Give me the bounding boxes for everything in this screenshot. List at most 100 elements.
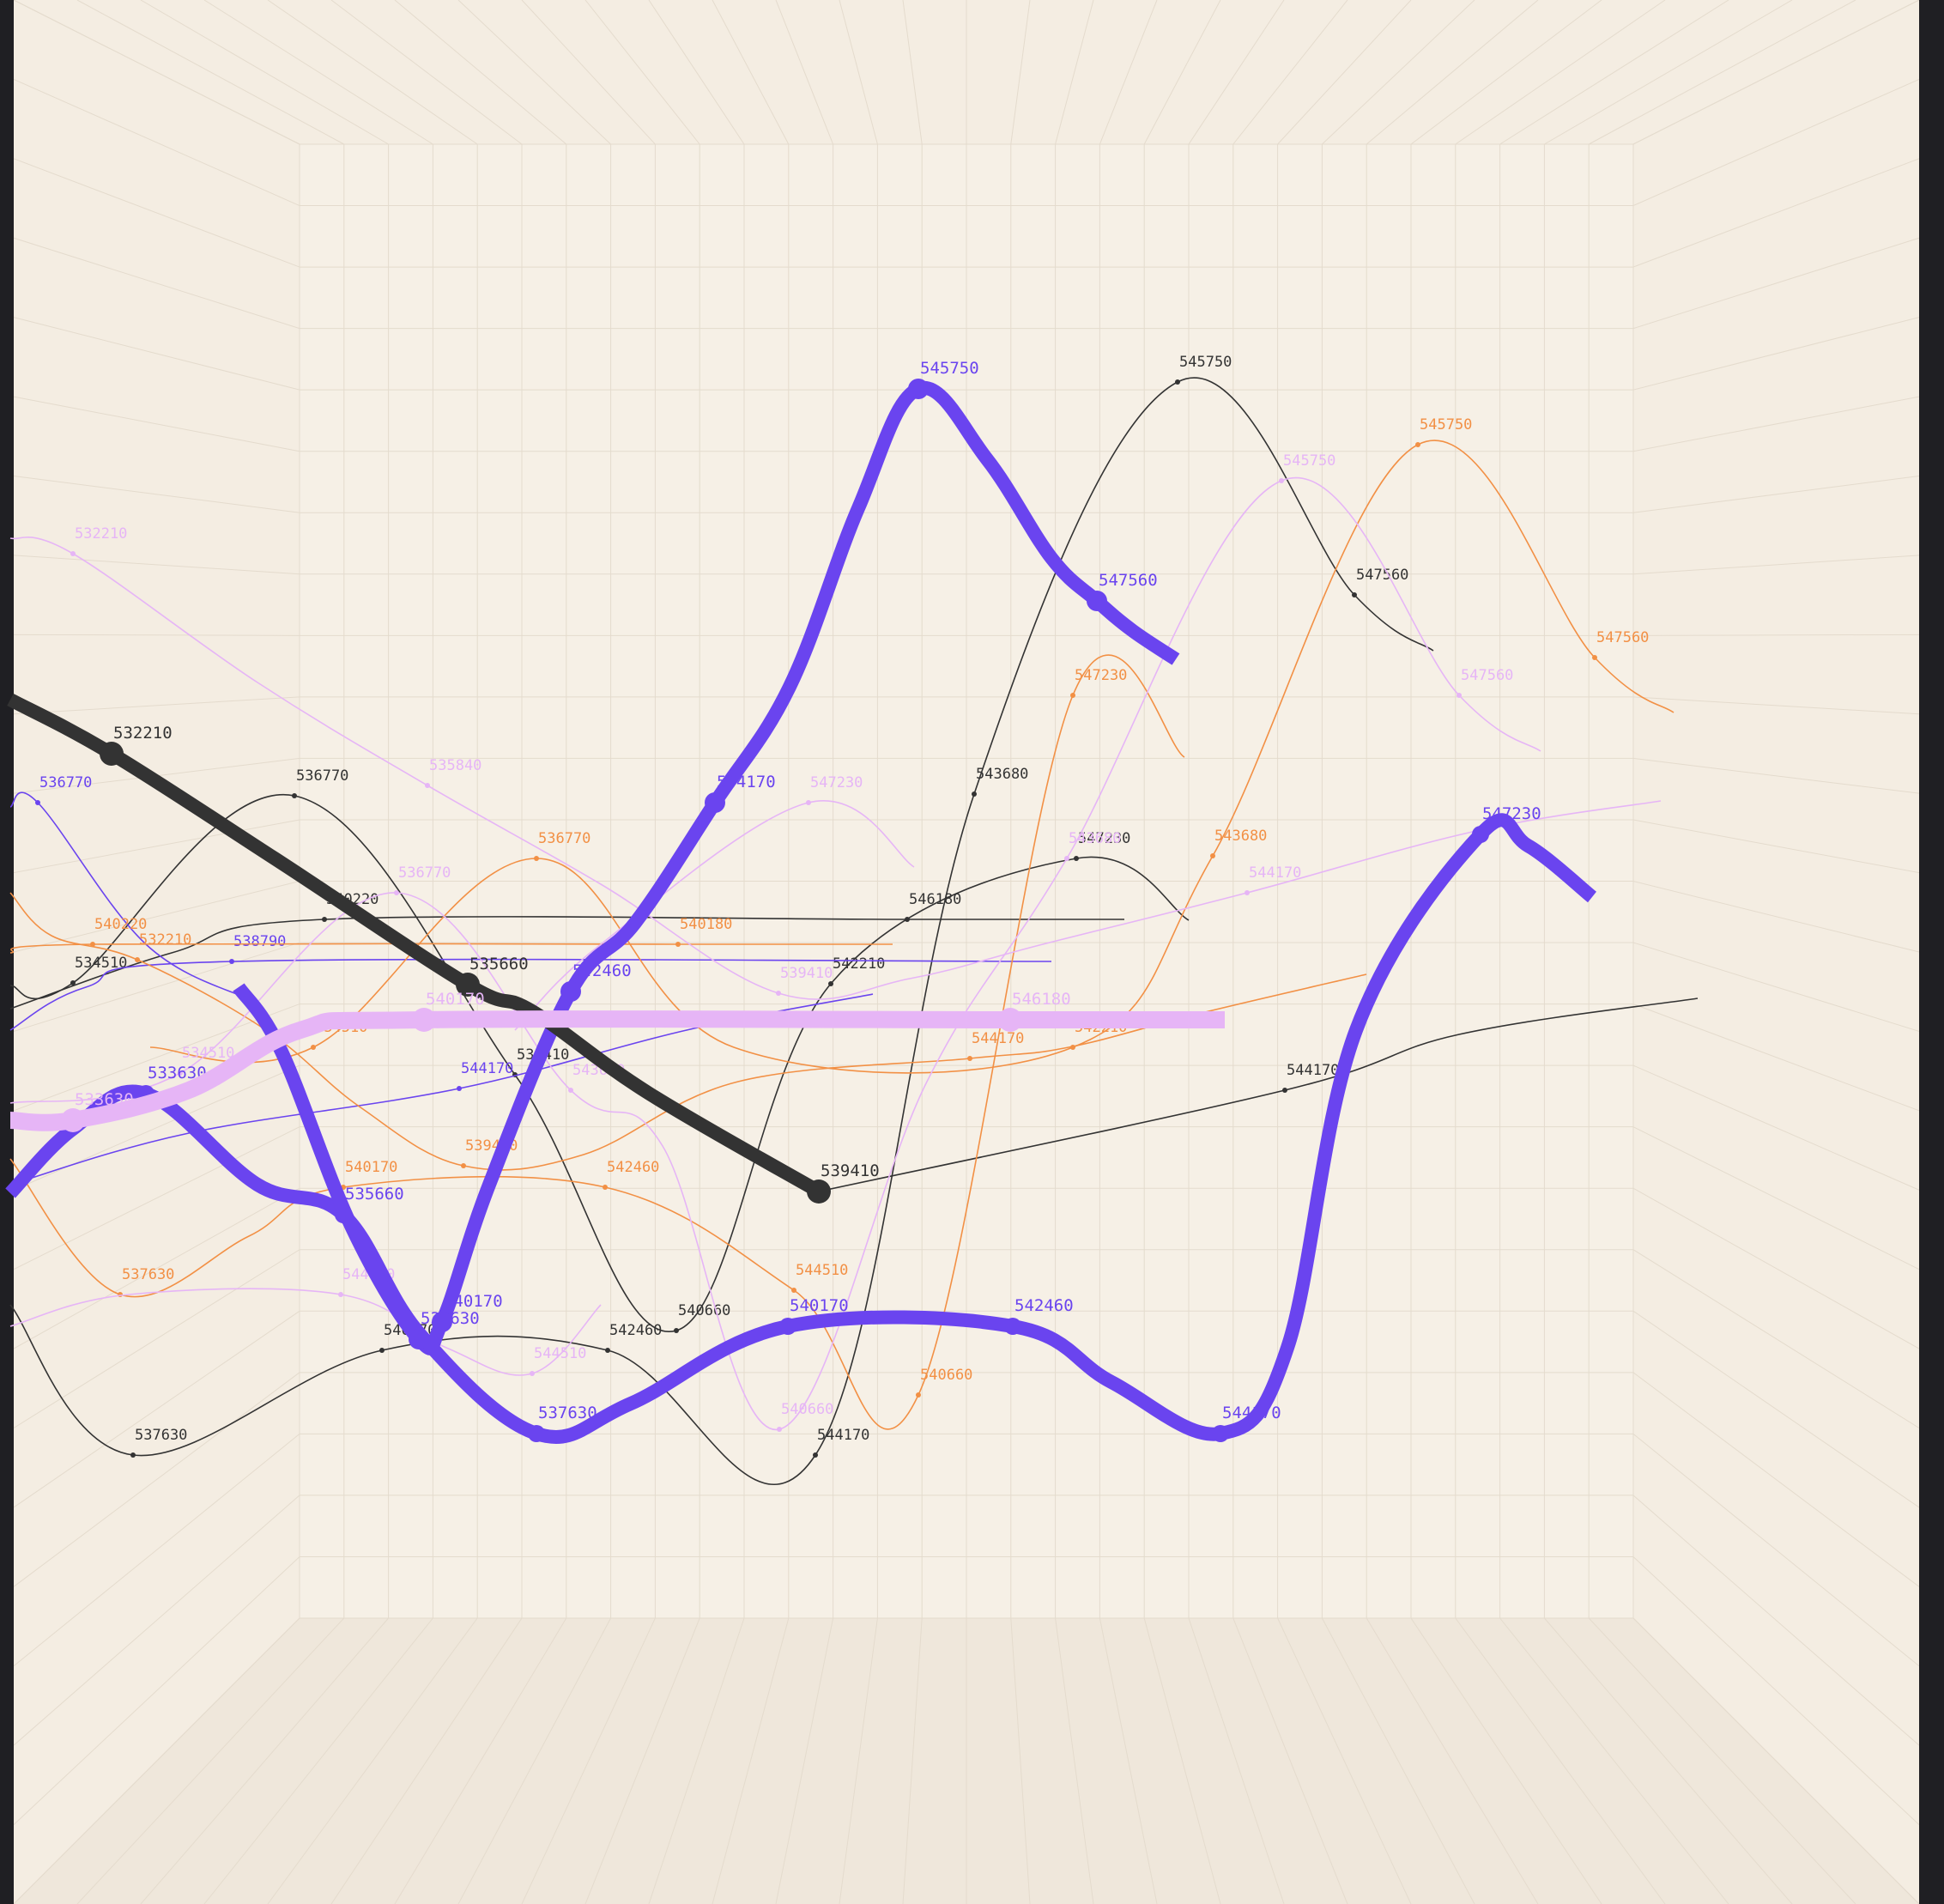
left-wall-ray: [13, 1310, 300, 1508]
right-wall-ray: [1632, 1495, 1920, 1746]
series-group: 537630540170542460544170545750547560: [233, 359, 1180, 1355]
floor-ray: [1499, 1617, 1729, 1904]
series-group: 544170: [818, 997, 1699, 1192]
data-label: 542210: [833, 955, 885, 973]
series-group: 533630 540170 546180: [9, 990, 1225, 1132]
left-wall-ray: [13, 237, 300, 330]
data-point-marker: [409, 1329, 429, 1349]
right-wall-ray: [1632, 1372, 1920, 1587]
ceiling-ray: [775, 0, 834, 145]
floor-ray: [394, 1617, 567, 1904]
ceiling-ray: [1544, 0, 1793, 145]
data-label: 538790: [233, 933, 286, 950]
series-group: 537630 540170 542460 544170 543680 545750 5475…: [9, 354, 1434, 1485]
data-label: 540180: [680, 916, 732, 933]
ceiling-ray: [1410, 0, 1602, 145]
data-label: 544170: [817, 1427, 869, 1444]
left-wall-ray: [13, 317, 300, 391]
left-wall-ray: [13, 634, 300, 636]
data-point-marker: [705, 792, 725, 813]
series-line: [9, 791, 251, 1001]
series-line: [9, 654, 1185, 1430]
data-point-marker: [972, 791, 977, 797]
ceiling-ray: [1143, 0, 1221, 145]
data-point-marker: [560, 981, 581, 1002]
data-point-marker: [338, 1292, 343, 1297]
data-label: 542460: [1014, 1296, 1074, 1315]
left-wall-ray: [13, 1187, 300, 1349]
data-point-marker: [322, 917, 327, 922]
floor-ray: [1321, 1617, 1475, 1904]
right-wall-ray: [1632, 476, 1920, 513]
data-label: 544170: [717, 773, 776, 791]
floor-ray: [1188, 1617, 1285, 1904]
data-label: 535840: [429, 757, 481, 774]
data-label: 547230: [1078, 830, 1130, 847]
data-label: 543680: [976, 766, 1028, 783]
series-group: 540220 540180: [9, 916, 893, 954]
data-point-marker: [908, 379, 929, 399]
floor-ray: [457, 1617, 612, 1904]
ceiling-ray: [1322, 0, 1475, 145]
data-label: 542460: [607, 1159, 659, 1176]
data-label: 536770: [538, 830, 590, 847]
data-label: 539410: [780, 965, 833, 982]
right-wall-ray: [1632, 158, 1920, 268]
floor-ray: [1366, 1617, 1539, 1904]
floor-ray: [203, 1617, 433, 1904]
data-point-marker: [1415, 442, 1420, 447]
ceiling-ray: [1588, 0, 1856, 145]
floor-ray: [1277, 1617, 1412, 1904]
ceiling-ray: [267, 0, 478, 145]
data-label: 543680: [1069, 830, 1121, 847]
left-wall-ray: [13, 1495, 300, 1746]
right-wall-ray: [1632, 1064, 1920, 1191]
data-point-marker: [379, 1348, 385, 1353]
left-border: [0, 0, 14, 1904]
series-line: [9, 943, 893, 954]
data-label: 544170: [461, 1060, 513, 1077]
data-point-marker: [412, 1008, 436, 1032]
series-line: [9, 377, 1434, 1485]
data-point-marker: [394, 890, 399, 895]
ceiling-ray: [712, 0, 790, 145]
ceiling-ray: [839, 0, 878, 145]
data-point-marker: [90, 942, 95, 947]
data-point-marker: [568, 1088, 573, 1093]
ceiling-ray: [394, 0, 567, 145]
ceiling-ray: [457, 0, 611, 145]
data-point-marker: [1352, 592, 1357, 597]
left-wall-ray: [13, 696, 300, 715]
data-point-marker: [791, 1288, 796, 1293]
data-point-marker: [311, 1045, 316, 1050]
data-point-marker: [229, 959, 234, 964]
ceiling-ray: [1010, 0, 1031, 145]
data-label: 540170: [790, 1296, 849, 1315]
data-label: 533630: [148, 1064, 207, 1082]
right-wall-ray: [1632, 634, 1920, 636]
data-point-marker: [674, 1328, 679, 1333]
floor-ray: [902, 1617, 923, 1904]
ceiling-ray: [902, 0, 923, 145]
ceiling-ray: [140, 0, 389, 145]
data-label: 546180: [909, 891, 961, 908]
data-label: 540170: [345, 1159, 397, 1176]
data-label: 540170: [444, 1292, 503, 1311]
data-point-marker: [425, 783, 430, 788]
data-label: 532210: [75, 525, 127, 543]
series-group: 537630 540170 542460 544510 540660 547230: [9, 654, 1185, 1430]
data-label: 544170: [1287, 1062, 1339, 1079]
ceiling-ray: [648, 0, 745, 145]
left-wall-ray: [13, 158, 300, 268]
data-point-marker: [777, 1427, 782, 1432]
data-point-marker: [70, 551, 76, 556]
data-point-marker: [292, 793, 297, 798]
data-point-marker: [1472, 826, 1489, 843]
data-point-marker: [1282, 1088, 1287, 1093]
ceiling-ray: [521, 0, 656, 145]
left-wall-ray: [13, 396, 300, 452]
left-wall-ray: [13, 1556, 300, 1825]
series-line: [9, 793, 1190, 1333]
